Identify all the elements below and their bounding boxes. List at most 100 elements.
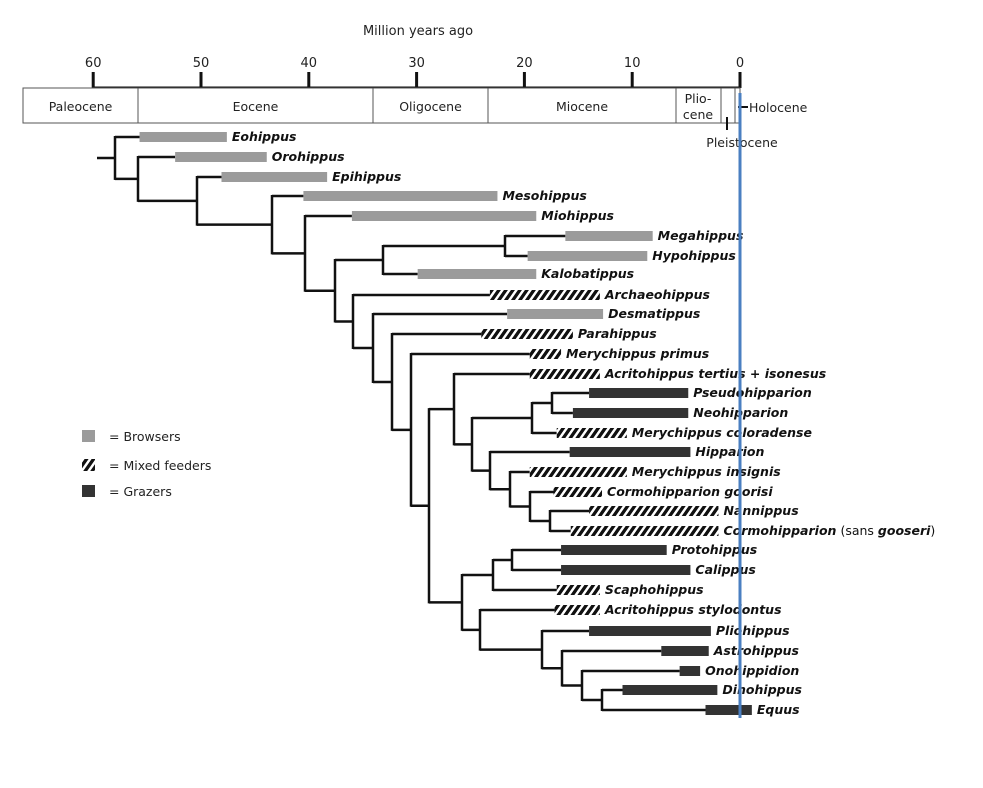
taxon-label: Megahippus (658, 228, 744, 243)
epoch-box (372, 87, 489, 124)
taxon-label: Acritohippus tertius + isonesus (604, 366, 826, 381)
taxon-name: Eohippus (232, 129, 297, 144)
taxon-label: Pseudohipparion (693, 385, 812, 400)
taxon-label: Dinohippus (722, 682, 802, 697)
taxon-range-bar (553, 487, 603, 497)
taxon-range-bar (507, 309, 604, 319)
taxon-name: Onohippidion (705, 663, 799, 678)
legend-label: = Grazers (109, 484, 172, 499)
taxon-label: Merychippus insignis (632, 464, 781, 479)
taxon-range-bar (556, 428, 627, 438)
axis-tick-label: 50 (193, 56, 210, 71)
taxon-range-bar (569, 447, 691, 457)
taxon-label: Kalobatippus (541, 266, 634, 281)
taxon-name: Nannippus (723, 503, 798, 518)
taxon-label: Archaeohippus (604, 287, 710, 302)
legend-swatch-browser (82, 430, 95, 442)
taxon-range-bar (622, 685, 718, 695)
axis-tick-label: 10 (624, 56, 641, 71)
taxon-range-bar (572, 408, 689, 418)
taxon-label: Cormohipparion (sans gooseri) (723, 523, 935, 538)
taxon-range-bar (221, 172, 328, 182)
taxon-label: Hypohippus (652, 248, 736, 263)
taxon-range-bar (679, 666, 701, 676)
taxon-label: Cormohipparion goorisi (607, 484, 773, 499)
taxon-range-bar (589, 626, 711, 636)
taxon-label: Onohippidion (705, 663, 799, 678)
legend: = Browsers = Mixed feeders = Grazers (82, 429, 211, 499)
legend-label: = Mixed feeders (109, 458, 211, 473)
taxon-range-bar (589, 388, 689, 398)
taxon-name: Megahippus (658, 228, 744, 243)
epoch-bar: Paleocene Eocene Oligocene Miocene Plio-cene… (22, 87, 808, 150)
taxon-range-bar (527, 251, 648, 261)
taxon-name: Hypohippus (652, 248, 736, 263)
taxon-range-bar (481, 329, 573, 339)
taxon-range-bar (529, 369, 600, 379)
taxon-name: Mesohippus (502, 188, 586, 203)
taxon-name: Acritohippus tertius + isonesus (604, 366, 826, 381)
taxon-name: Merychippus insignis (632, 464, 781, 479)
taxon-label: Merychippus primus (566, 346, 709, 361)
legend-label: = Browsers (109, 429, 181, 444)
axis-tick-label: 30 (408, 56, 425, 71)
legend-swatch-grazer (82, 485, 95, 497)
taxon-name: Dinohippus (722, 682, 802, 697)
taxon-range-bar (556, 585, 600, 595)
taxon-name: Kalobatippus (541, 266, 634, 281)
taxon-name: Protohippus (672, 542, 758, 557)
epoch-label: Oligocene (399, 99, 462, 114)
taxon-label: Eohippus (232, 129, 297, 144)
taxon-range-bar (175, 152, 267, 162)
taxon-name: Calippus (695, 562, 755, 577)
epoch-label: Plio- (685, 91, 712, 106)
taxon-name: Scaphohippus (605, 582, 704, 597)
taxon-label: Miohippus (541, 208, 614, 223)
epoch-label: Pleistocene (706, 135, 778, 150)
epoch-label: Paleocene (49, 99, 113, 114)
taxon-label: Equus (757, 702, 800, 717)
taxon-range-bar (589, 506, 719, 516)
taxon-name: Epihippus (332, 169, 401, 184)
taxon-range-bar (417, 269, 537, 279)
epoch-label: Eocene (233, 99, 279, 114)
axis-tick-label: 60 (85, 56, 102, 71)
legend-swatch-mixed (82, 459, 95, 471)
axis-title: Million years ago (363, 24, 473, 39)
taxon-range-bar (561, 545, 667, 555)
taxon-range-bar (661, 646, 709, 656)
taxon-name: Hipparion (695, 444, 764, 459)
taxon-label: Hipparion (695, 444, 764, 459)
taxon-name: Pseudohipparion (693, 385, 812, 400)
taxon-label: Protohippus (672, 542, 758, 557)
taxon-label: Astrohippus (713, 643, 799, 658)
taxon-name: Cormohipparion (723, 523, 836, 538)
taxon-range-bar (705, 705, 752, 715)
taxon-name: Archaeohippus (604, 287, 710, 302)
taxon-range-bar (570, 526, 719, 536)
taxon-range-bar (529, 467, 627, 477)
taxon-name: Equus (757, 702, 800, 717)
epoch-box (675, 87, 722, 124)
taxon-range-bar (565, 231, 653, 241)
taxon-name: Merychippus primus (566, 346, 709, 361)
taxon-label: Calippus (695, 562, 755, 577)
taxon-label: Desmatippus (608, 306, 700, 321)
taxon-range-bar (139, 132, 227, 142)
taxon-range-bar (561, 565, 691, 575)
taxon-range-bar (351, 211, 537, 221)
taxon-range-bar (303, 191, 498, 201)
axis-tick-label: 0 (736, 56, 744, 71)
taxon-name: Parahippus (578, 326, 657, 341)
taxon-label: Orohippus (272, 149, 345, 164)
taxon-name-suffix: (sans (840, 523, 877, 538)
taxon-name: Cormohipparion goorisi (607, 484, 773, 499)
taxon-label: Scaphohippus (605, 582, 704, 597)
taxon-label: Acritohippus stylodontus (604, 602, 782, 617)
taxon-label: Mesohippus (502, 188, 586, 203)
epoch-label: Miocene (556, 99, 608, 114)
taxon-ranges: Eohippus Orohippus Epihippus Mesohippus Mioh… (139, 129, 935, 717)
epoch-label: cene (683, 107, 713, 122)
taxon-name: Astrohippus (713, 643, 799, 658)
time-axis: 60 50 40 30 20 10 0 (85, 56, 744, 90)
